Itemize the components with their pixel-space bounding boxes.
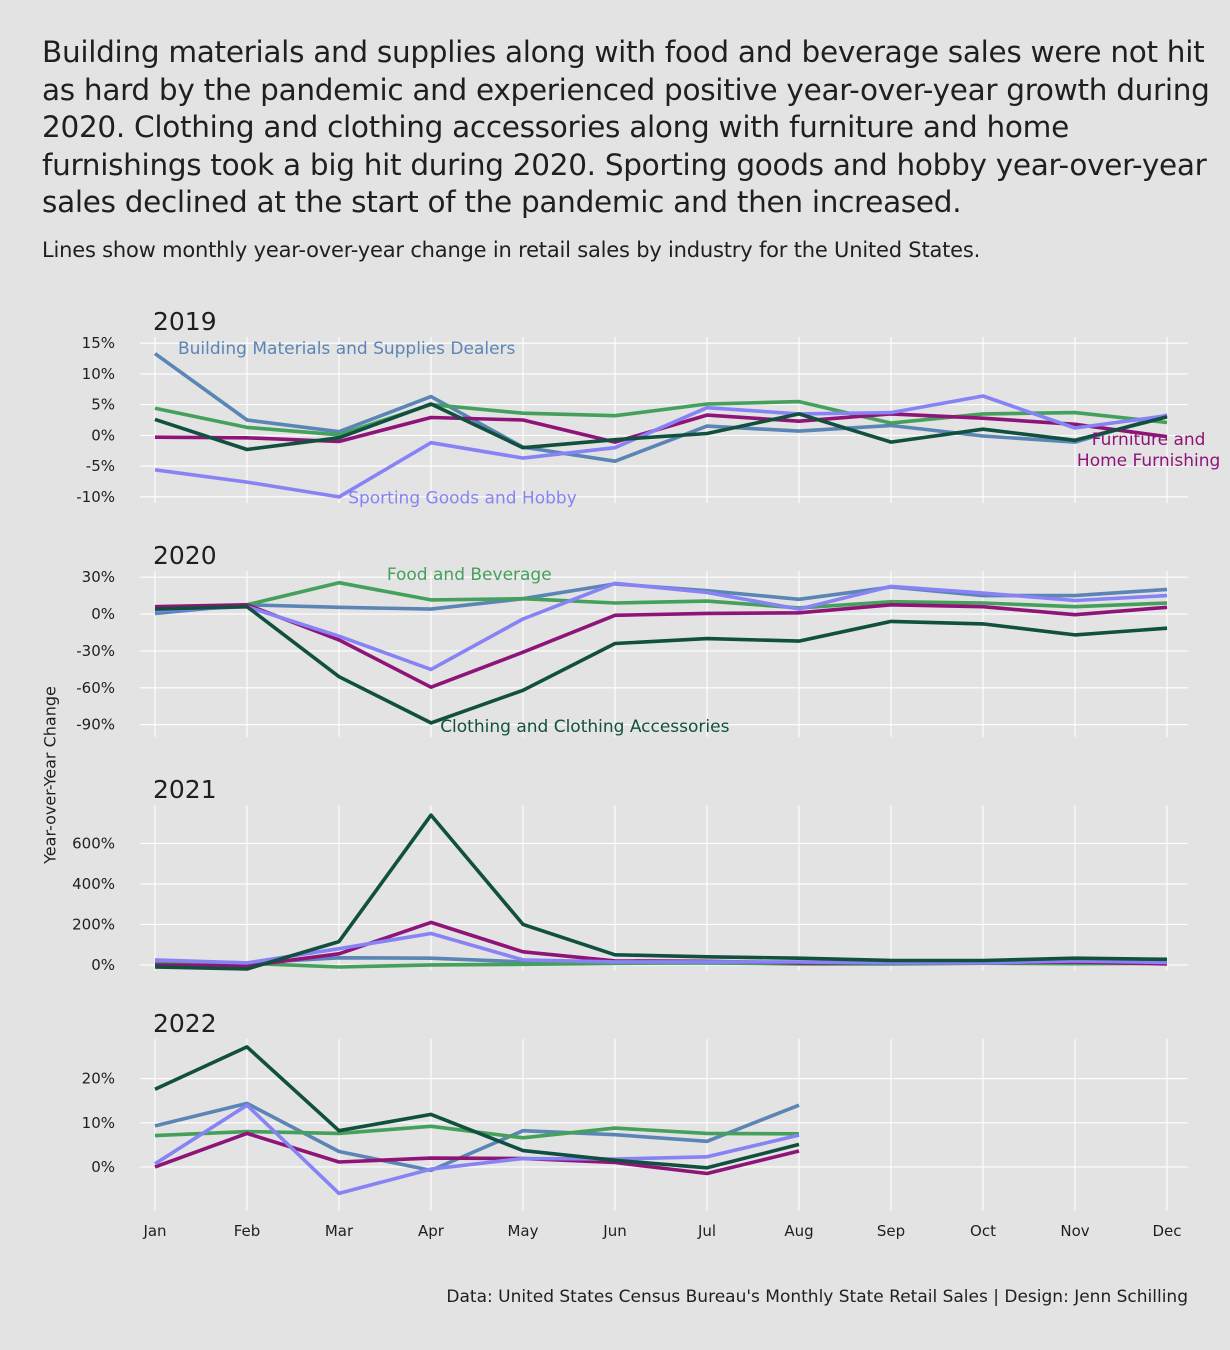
x-tick-label: Mar: [325, 1222, 354, 1240]
y-tick-label: 15%: [82, 334, 115, 352]
series-line-sporting: [154, 394, 1168, 499]
series-line-clothing: [154, 1045, 800, 1170]
x-tick-label: Aug: [784, 1222, 813, 1240]
series-line-clothing: [154, 402, 1168, 452]
y-tick-label: 0%: [91, 1158, 115, 1176]
x-tick-label: Apr: [418, 1222, 445, 1240]
series-line-building: [153, 352, 1168, 464]
y-tick-label: 400%: [72, 875, 115, 893]
y-tick-label: -30%: [76, 642, 115, 660]
series-label-furniture: Furniture and: [1092, 430, 1206, 450]
y-tick-label: 10%: [82, 365, 115, 383]
y-tick-label: 0%: [91, 956, 115, 974]
x-tick-label: Feb: [234, 1222, 261, 1240]
series-line-clothing: [154, 604, 1168, 725]
series-label-food: Food and Beverage: [387, 565, 552, 585]
x-tick-label: Nov: [1060, 1222, 1089, 1240]
series-line-furniture: [154, 1131, 800, 1176]
chart-title: Building materials and supplies along wi…: [42, 35, 1210, 219]
series-line-sporting: [154, 1103, 800, 1196]
y-tick-label: -5%: [86, 457, 115, 475]
panel-title: 2020: [153, 541, 217, 570]
y-tick-label: 30%: [82, 568, 115, 586]
panel-title: 2019: [153, 307, 217, 336]
x-tick-label: Jul: [697, 1222, 716, 1240]
series-label-furniture: Home Furnishing: [1077, 451, 1220, 471]
panel-2019: 2019 -10% -5% 0% 5% 10% 15% Building Materials …: [76, 307, 1220, 509]
y-tick-label: 600%: [72, 834, 115, 852]
panel-2020: 2020 -90% -60% -30% 0% 30% Food and Beverage Cl…: [76, 541, 1188, 737]
chart-subtitle: Lines show monthly year-over-year change…: [42, 238, 981, 262]
series-line-food: [154, 580, 1168, 613]
x-tick-label: Oct: [970, 1222, 996, 1240]
x-tick-label: Jan: [142, 1222, 166, 1240]
y-tick-label: 0%: [91, 605, 115, 623]
y-tick-label: 20%: [82, 1070, 115, 1088]
x-tick-label: Jun: [602, 1222, 626, 1240]
x-tick-label: May: [507, 1222, 538, 1240]
series-line-sporting: [154, 581, 1168, 672]
y-tick-label: 0%: [91, 426, 115, 444]
series-line-building: [154, 1101, 800, 1173]
series-label-building: Building Materials and Supplies Dealers: [178, 339, 516, 359]
panel-2021: 2021 0% 200% 400% 600%: [72, 775, 1188, 974]
chart-caption: Data: United States Census Bureau's Mont…: [446, 1287, 1188, 1307]
y-tick-label: -10%: [76, 488, 115, 506]
y-tick-label: 200%: [72, 915, 115, 933]
series-line-food: [154, 399, 1168, 437]
y-tick-label: 10%: [82, 1114, 115, 1132]
panel-title: 2022: [153, 1009, 217, 1038]
x-tick-label: Sep: [877, 1222, 905, 1240]
panel-title: 2021: [153, 775, 217, 804]
series-label-clothing: Clothing and Clothing Accessories: [440, 717, 729, 737]
y-tick-label: -90%: [76, 716, 115, 734]
series-line-sporting: [154, 931, 1168, 965]
y-tick-label: -60%: [76, 679, 115, 697]
x-tick-label: Dec: [1152, 1222, 1181, 1240]
series-line-clothing: [154, 813, 1168, 971]
y-tick-label: 5%: [91, 396, 115, 414]
series-label-sporting: Sporting Goods and Hobby: [348, 489, 577, 509]
series-line-furniture: [154, 602, 1168, 690]
panel-2022: 2022 0% 10% 20%: [82, 1009, 1188, 1211]
